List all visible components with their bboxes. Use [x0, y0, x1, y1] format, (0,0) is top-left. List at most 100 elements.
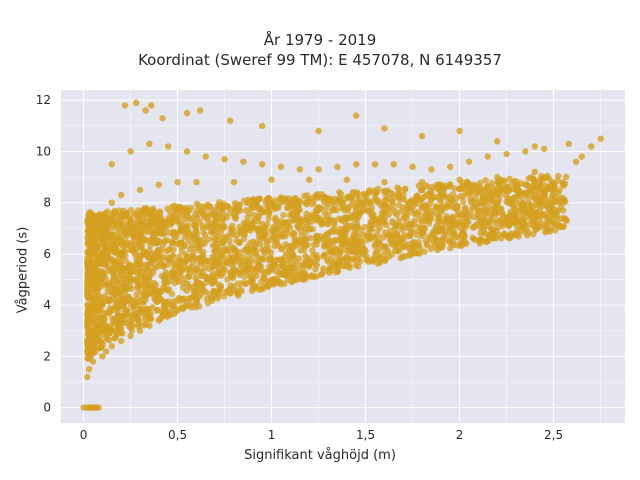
- scatter-point: [478, 200, 486, 207]
- scatter-point: [133, 255, 140, 263]
- scatter-point: [150, 256, 157, 263]
- scatter-point: [219, 251, 227, 259]
- scatter-point: [544, 219, 552, 226]
- scatter-point: [99, 250, 106, 258]
- scatter-point: [185, 273, 193, 281]
- scatter-point: [146, 238, 154, 245]
- scatter-point: [184, 255, 191, 263]
- scatter-point: [306, 263, 313, 270]
- scatter-point: [258, 278, 265, 285]
- scatter-point: [451, 221, 458, 228]
- scatter-point: [436, 217, 443, 225]
- scatter-point: [205, 236, 212, 243]
- scatter-point: [446, 193, 453, 201]
- scatter-point: [560, 207, 567, 214]
- scatter-point: [335, 215, 343, 222]
- scatter-point: [413, 231, 421, 239]
- scatter-point: [297, 198, 304, 205]
- scatter-point: [163, 299, 170, 306]
- scatter-point: [110, 248, 117, 256]
- scatter-point: [337, 249, 344, 257]
- scatter-point: [545, 185, 552, 192]
- scatter-point: [89, 237, 97, 245]
- scatter-point: [337, 234, 344, 241]
- scatter-point: [416, 216, 424, 224]
- scatter-point: [306, 196, 313, 203]
- scatter-point: [184, 280, 191, 287]
- scatter-point: [195, 247, 203, 254]
- scatter-point: [146, 140, 153, 147]
- scatter-point: [484, 183, 492, 190]
- scatter-point: [333, 254, 341, 262]
- scatter-point: [137, 210, 145, 218]
- scatter-point: [268, 176, 275, 183]
- scatter-point: [506, 175, 513, 183]
- scatter-point: [256, 195, 263, 202]
- scatter-point: [184, 266, 192, 273]
- scatter-point: [289, 275, 297, 282]
- scatter-point: [521, 181, 529, 188]
- scatter-point: [171, 259, 178, 266]
- scatter-point: [309, 247, 316, 254]
- scatter-point: [381, 179, 388, 186]
- scatter-point: [217, 282, 224, 290]
- scatter-point: [265, 208, 272, 215]
- scatter-point: [373, 189, 380, 197]
- scatter-point: [522, 148, 529, 155]
- scatter-point: [343, 253, 350, 260]
- scatter-point: [328, 227, 335, 235]
- scatter-point: [365, 206, 372, 214]
- scatter-point: [465, 158, 473, 165]
- scatter-point: [489, 235, 497, 242]
- scatter-point: [318, 220, 325, 227]
- scatter-point: [456, 127, 463, 135]
- scatter-point: [550, 181, 557, 188]
- scatter-point: [434, 246, 441, 254]
- scatter-point: [530, 223, 537, 230]
- scatter-point: [494, 173, 501, 181]
- scatter-point: [475, 189, 482, 196]
- scatter-point: [136, 225, 144, 232]
- scatter-point: [193, 179, 200, 186]
- scatter-point: [147, 218, 155, 226]
- scatter-point: [155, 181, 162, 188]
- scatter-point: [528, 217, 535, 224]
- scatter-point: [553, 215, 560, 222]
- scatter-point: [384, 187, 391, 194]
- scatter-point: [191, 269, 199, 277]
- scatter-point: [166, 278, 173, 285]
- scatter-point: [505, 223, 512, 230]
- scatter-point: [449, 213, 457, 220]
- scatter-point: [527, 186, 535, 193]
- scatter-point: [246, 270, 253, 277]
- scatter-point: [537, 182, 544, 189]
- scatter-point: [155, 317, 162, 324]
- scatter-point: [418, 179, 426, 186]
- scatter-point: [326, 238, 333, 245]
- scatter-point: [174, 307, 181, 314]
- scatter-point: [494, 204, 501, 211]
- scatter-point: [471, 203, 478, 210]
- scatter-point: [281, 280, 288, 287]
- scatter-point: [210, 276, 218, 283]
- scatter-point: [129, 296, 136, 304]
- scatter-point: [188, 304, 195, 311]
- scatter-point: [559, 179, 567, 186]
- scatter-point: [292, 198, 299, 205]
- scatter-point: [174, 179, 181, 186]
- scatter-point: [240, 158, 247, 165]
- scatter-point: [459, 198, 467, 206]
- y-tick-label: 10: [36, 144, 51, 158]
- scatter-point: [248, 287, 256, 294]
- scatter-point: [312, 266, 319, 273]
- scatter-point: [99, 341, 107, 348]
- scatter-point: [104, 287, 112, 294]
- scatter-point: [118, 312, 126, 320]
- scatter-point: [325, 243, 332, 250]
- scatter-point: [108, 343, 116, 350]
- scatter-point: [217, 228, 225, 236]
- scatter-point: [117, 329, 125, 337]
- scatter-point: [329, 207, 336, 214]
- scatter-point: [291, 230, 298, 238]
- scatter-point: [126, 261, 133, 268]
